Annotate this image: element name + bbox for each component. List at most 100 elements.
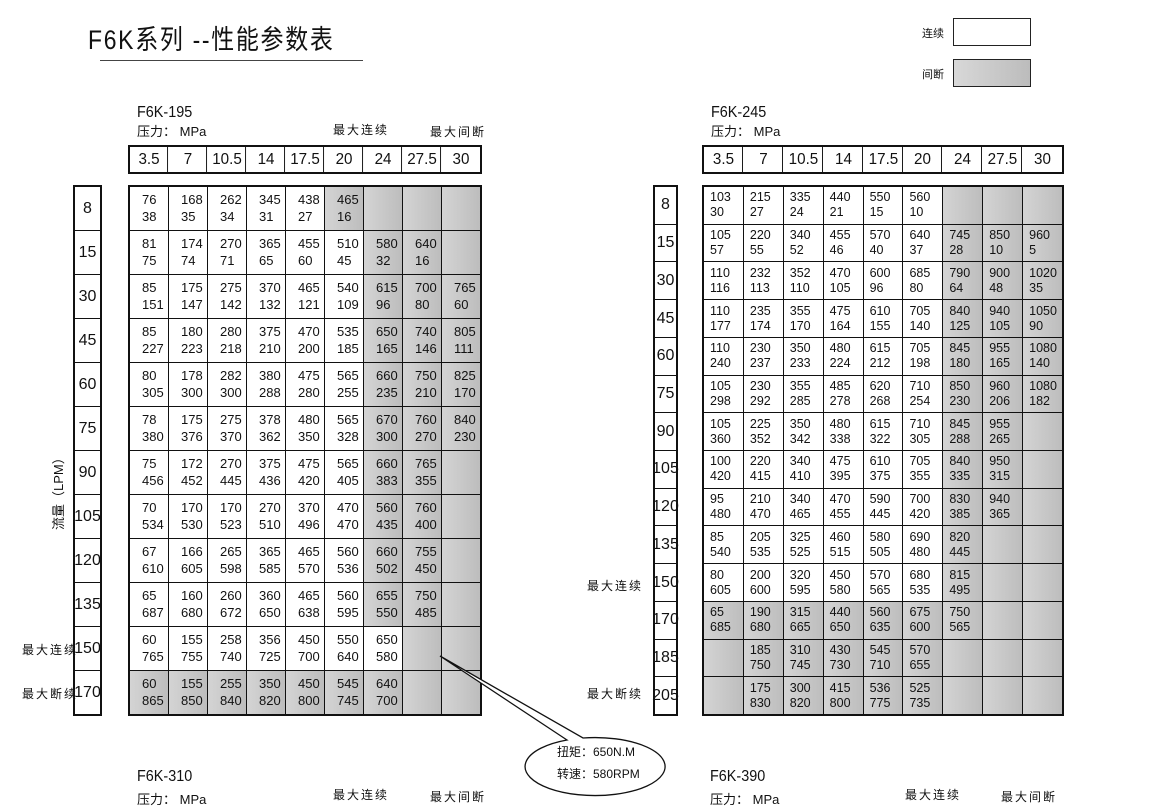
speed-value: 206 xyxy=(989,393,1011,408)
speed-value: 383 xyxy=(376,472,398,488)
speed-value: 800 xyxy=(829,695,851,710)
speed-value: 740 xyxy=(220,648,242,664)
torque-value: 375 xyxy=(259,324,281,340)
torque-value: 600 xyxy=(869,265,891,280)
flow-cell: 105 xyxy=(74,495,101,539)
intermittent-cell xyxy=(442,187,480,230)
speed-value: 415 xyxy=(749,469,771,484)
speed-value: 523 xyxy=(220,516,242,532)
intermittent-cell: 450 800 xyxy=(286,671,325,714)
speed-value: 298 xyxy=(710,393,731,408)
torque-value: 655 xyxy=(376,588,398,604)
intermittent-cell xyxy=(983,639,1024,677)
torque-value: 70 xyxy=(142,500,157,516)
continuous-cell: 225 352 xyxy=(744,413,784,451)
pressure-header-cell: 27.5 xyxy=(984,147,1023,172)
table-row: 76 38 168 35 262 34 345 31 438 27 465 16 xyxy=(130,187,480,231)
torque-value: 80 xyxy=(142,368,157,384)
torque-value: 565 xyxy=(337,412,359,428)
torque-value: 640 xyxy=(909,228,931,243)
continuous-cell: 685 80 xyxy=(903,262,944,300)
speed-value: 820 xyxy=(259,692,281,708)
speed-value: 420 xyxy=(909,507,931,522)
continuous-cell: 480 350 xyxy=(286,407,325,450)
torque-value: 535 xyxy=(337,324,359,340)
intermittent-cell: 940 365 xyxy=(983,488,1024,526)
continuous-cell: 450 700 xyxy=(286,627,325,670)
speed-value: 268 xyxy=(869,393,891,408)
continuous-cell: 510 45 xyxy=(325,231,364,274)
continuous-cell: 615 322 xyxy=(864,413,904,451)
torque-value: 660 xyxy=(376,456,398,472)
torque-value: 76 xyxy=(142,192,157,208)
flow-cell: 150 xyxy=(74,627,101,671)
torque-value: 840 xyxy=(949,303,971,318)
torque-value: 465 xyxy=(298,588,320,604)
continuous-cell: 232 113 xyxy=(744,262,784,300)
continuous-cell: 275 142 xyxy=(208,275,247,318)
torque-value: 675 xyxy=(909,605,931,620)
pressure-header-cell: 3.5 xyxy=(705,147,743,172)
flow-cell: 170 xyxy=(74,683,101,701)
flow-cell: 135 xyxy=(652,526,679,565)
intermittent-cell: 960 5 xyxy=(1023,224,1063,262)
torque-value: 565 xyxy=(337,456,359,472)
torque-value: 1050 xyxy=(1029,303,1057,318)
intermittent-cell xyxy=(704,677,744,715)
speed-value: 218 xyxy=(220,340,242,356)
speed-value: 420 xyxy=(298,472,320,488)
flow-cell: 15 xyxy=(655,225,676,263)
speed-value: 376 xyxy=(181,428,203,444)
speed-value: 496 xyxy=(298,516,320,532)
torque-value: 840 xyxy=(454,412,476,428)
table-row: 78 380 175 376 275 370 378 362 480 350 565 328 670 30… xyxy=(130,407,480,451)
speed-value: 237 xyxy=(749,356,771,371)
title-underline xyxy=(100,60,363,61)
continuous-cell: 475 280 xyxy=(286,363,325,406)
torque-value: 270 xyxy=(259,500,281,516)
torque-value: 560 xyxy=(909,190,931,205)
speed-value: 350 xyxy=(298,428,320,444)
table-row: 60 865 155 850 255 840 350 820 450 800 545 745 640 70… xyxy=(130,671,480,714)
continuous-cell: 700 420 xyxy=(903,488,944,526)
continuous-cell: 450 580 xyxy=(824,564,864,601)
pressure-header-cell: 24 xyxy=(944,147,983,172)
pressure-header-cell: 30 xyxy=(452,151,470,168)
continuous-cell: 375 210 xyxy=(247,319,286,362)
continuous-cell: 475 164 xyxy=(824,300,864,337)
flow-column: 8 15 30 45 60 75 90 105 120 135 150 170 185 205 xyxy=(652,185,679,716)
torque-value: 190 xyxy=(749,605,771,620)
torque-value: 65 xyxy=(710,605,724,620)
flow-cell: 60 xyxy=(75,363,100,407)
continuous-cell: 105 57 xyxy=(704,224,744,262)
speed-value: 400 xyxy=(415,516,437,532)
speed-value: 650 xyxy=(829,620,851,635)
speed-value: 375 xyxy=(869,469,891,484)
torque-value: 940 xyxy=(989,303,1011,318)
speed-value: 198 xyxy=(909,356,931,371)
torque-value: 845 xyxy=(949,341,971,356)
torque-value: 265 xyxy=(220,544,242,560)
intermittent-cell: 815 495 xyxy=(943,564,984,601)
torque-value: 545 xyxy=(337,676,359,692)
speed-value: 328 xyxy=(337,428,359,444)
torque-value: 710 xyxy=(909,416,931,431)
continuous-cell: 80 605 xyxy=(704,564,744,601)
continuous-cell: 355 170 xyxy=(784,300,824,337)
speed-value: 410 xyxy=(789,469,811,484)
torque-value: 570 xyxy=(869,228,891,243)
continuous-cell: 175 147 xyxy=(169,275,208,318)
torque-value: 275 xyxy=(220,412,242,428)
intermittent-cell xyxy=(983,187,1024,224)
torque-value: 325 xyxy=(789,529,811,544)
intermittent-cell: 1020 35 xyxy=(1023,262,1063,300)
continuous-cell: 705 355 xyxy=(903,451,944,488)
torque-value: 1080 xyxy=(1029,378,1057,393)
table-row: 85 227 180 223 280 218 375 210 470 200 535 185 650 16… xyxy=(130,319,480,363)
torque-value: 110 xyxy=(710,265,730,280)
speed-value: 445 xyxy=(949,544,971,559)
torque-value: 650 xyxy=(376,632,398,648)
continuous-cell: 155 755 xyxy=(169,627,208,670)
continuous-cell: 560 595 xyxy=(325,583,364,626)
max-continuous-row-label: 最大连续 xyxy=(22,643,79,657)
